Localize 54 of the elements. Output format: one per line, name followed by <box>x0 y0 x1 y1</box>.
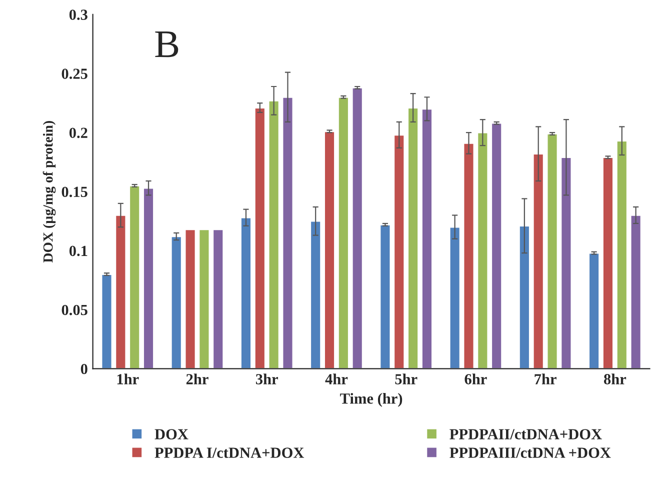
y-tick-label: 0.1 <box>69 246 88 256</box>
y-tick-label: 0.2 <box>69 128 88 138</box>
bar <box>462 142 475 369</box>
bar <box>268 100 280 369</box>
bar <box>602 156 614 369</box>
x-tick-label: 5hr <box>395 374 418 384</box>
bar <box>588 252 600 369</box>
y-tick-label: 0.25 <box>62 68 88 80</box>
y-tick-label: 0.15 <box>62 186 88 198</box>
bar <box>560 156 572 369</box>
legend-label: PPDPA I/ctDNA+DOX <box>154 448 304 458</box>
x-axis-title: Time (hr) <box>340 393 402 407</box>
bar <box>128 184 141 369</box>
bar <box>100 274 113 369</box>
bar <box>518 225 530 369</box>
x-tick-label: 3hr <box>256 374 278 384</box>
y-tick-label: 0.3 <box>69 10 88 20</box>
y-tick-label: 0.05 <box>62 304 88 316</box>
bar <box>212 228 224 369</box>
x-tick-label: 6hr <box>464 374 487 384</box>
bar <box>379 224 392 369</box>
x-tick-label: 8hr <box>604 374 626 384</box>
bar <box>630 214 642 369</box>
bar <box>324 130 336 369</box>
bar <box>114 214 127 369</box>
bar <box>616 140 628 369</box>
bar <box>407 107 419 369</box>
bar <box>254 107 266 369</box>
annotation: B <box>155 32 178 58</box>
x-tick-label: 2hr <box>186 374 208 384</box>
bar <box>490 122 503 369</box>
bar <box>476 132 489 369</box>
bar <box>310 220 322 369</box>
x-tick-label: 1hr <box>117 374 139 384</box>
bar <box>184 228 196 369</box>
bar <box>198 228 210 369</box>
bar <box>240 216 252 369</box>
bar <box>448 226 461 369</box>
bar <box>393 134 406 369</box>
x-tick-label: 4hr <box>325 374 348 384</box>
x-tick-label: 7hr <box>534 374 556 384</box>
bar <box>170 236 182 369</box>
y-tick-label: 0 <box>80 364 88 374</box>
bar <box>532 153 544 369</box>
y-axis-title: DOX (µg/mg of protein) <box>42 121 56 263</box>
bar <box>282 96 294 369</box>
bar <box>546 133 558 369</box>
legend-label: PPDPAII/ctDNA+DOX <box>450 429 602 440</box>
bar <box>338 96 350 369</box>
bar <box>351 86 364 369</box>
legend-label: DOX <box>154 429 188 440</box>
bar <box>142 187 154 369</box>
bar <box>421 108 433 369</box>
legend-label: PPDPAIII/ctDNA +DOX <box>450 448 611 458</box>
